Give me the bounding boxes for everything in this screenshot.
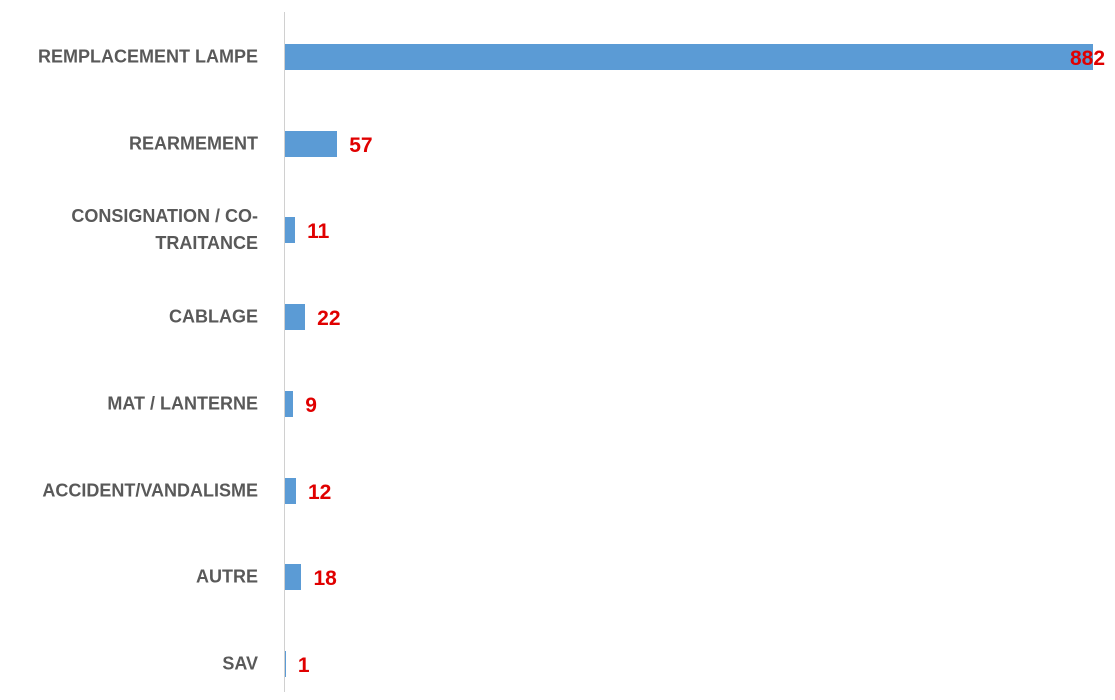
- value-label: 12: [307, 480, 332, 504]
- value-label: 22: [317, 307, 341, 331]
- category-label: MAT / LANTERNE: [107, 393, 258, 414]
- bar: [285, 304, 306, 331]
- value-label: 9: [305, 393, 317, 417]
- value-label: 882: [1070, 47, 1106, 70]
- bar: [285, 130, 338, 157]
- bar: [285, 564, 302, 591]
- category-axis: [284, 12, 285, 692]
- category-label: REARMEMENT: [129, 133, 258, 154]
- bar: [285, 44, 1093, 70]
- category-label: AUTRE: [196, 566, 258, 587]
- category-label: CONSIGNATION / CO-TRAITANCE: [71, 206, 258, 254]
- bar: [285, 217, 296, 244]
- value-label: 1: [297, 653, 310, 677]
- category-label: SAV: [222, 653, 258, 674]
- value-label: 18: [313, 567, 337, 591]
- value-label: 57: [349, 133, 373, 157]
- category-label: ACCIDENT/VANDALISME: [42, 480, 258, 500]
- bar: [285, 390, 294, 417]
- category-label: CABLAGE: [169, 306, 258, 327]
- bar: [285, 650, 286, 677]
- value-label: 11: [307, 220, 330, 244]
- category-label: REMPLACEMENT LAMPE: [38, 46, 258, 67]
- bar: [285, 477, 296, 504]
